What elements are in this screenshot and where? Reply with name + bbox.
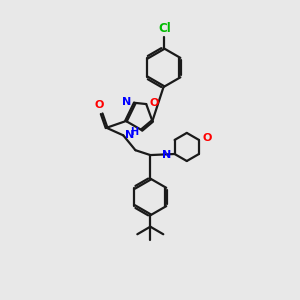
Text: N: N [162,150,171,160]
Text: N: N [125,130,134,140]
Text: O: O [150,98,159,108]
Text: N: N [122,97,131,106]
Text: O: O [95,100,104,110]
Text: Cl: Cl [158,22,171,35]
Text: O: O [202,133,212,143]
Text: H: H [130,127,138,136]
